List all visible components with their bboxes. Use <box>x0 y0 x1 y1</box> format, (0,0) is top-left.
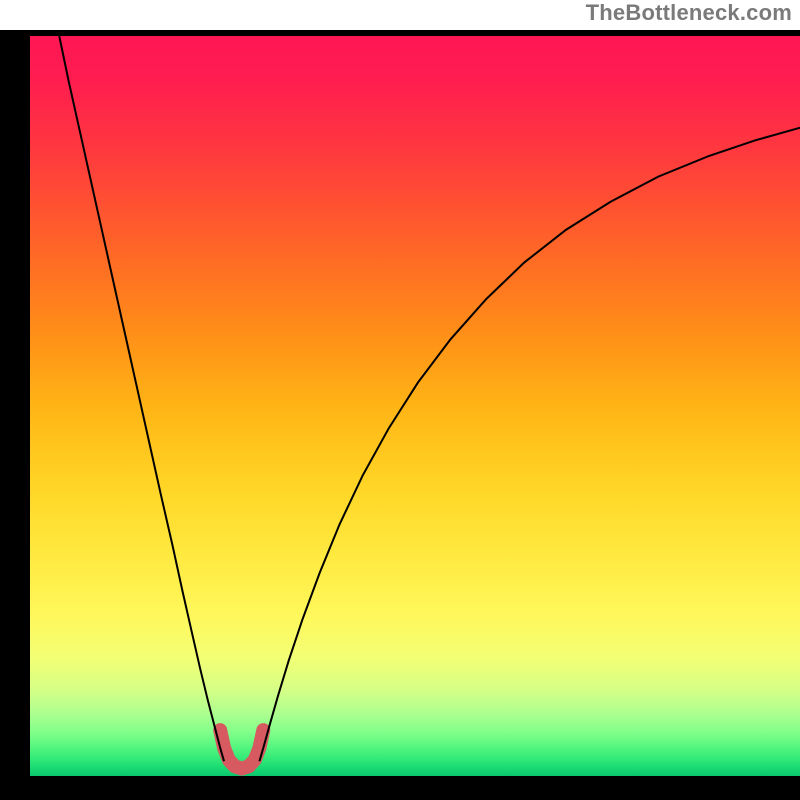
bottleneck-chart <box>30 36 800 776</box>
chart-svg <box>30 36 800 776</box>
watermark-text: TheBottleneck.com <box>586 0 792 26</box>
chart-background <box>30 36 800 776</box>
